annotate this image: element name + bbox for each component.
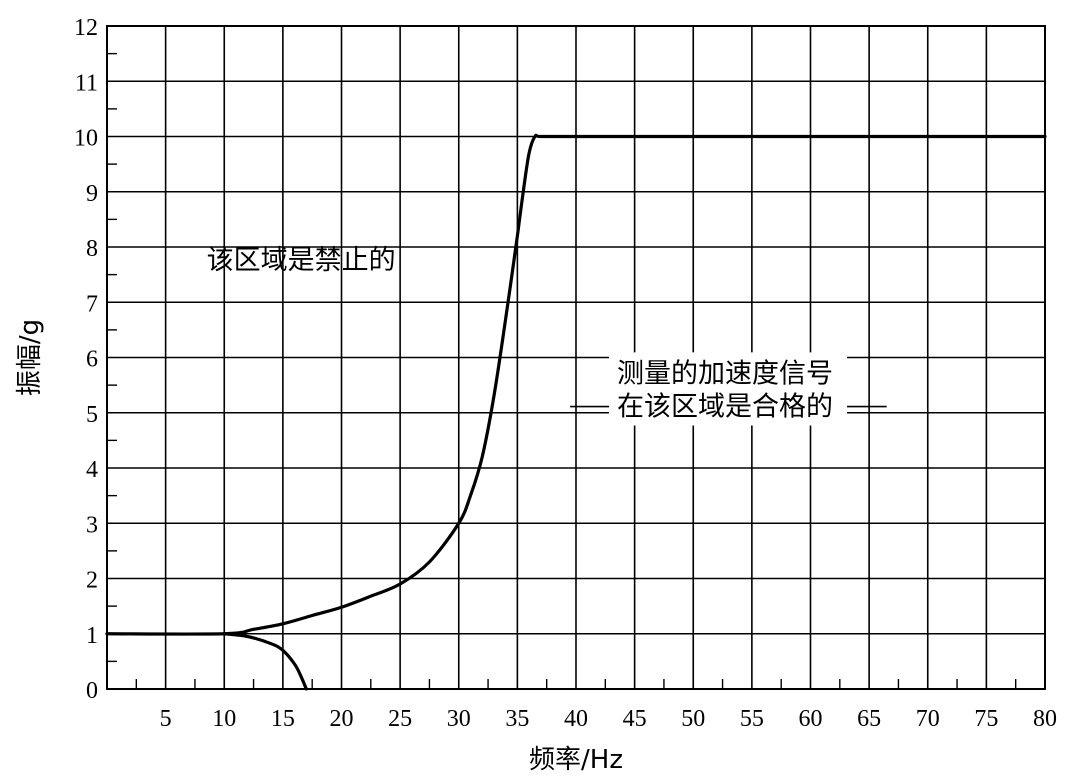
annotation-acceptable-region-line1: 测量的加速度信号 [617,358,833,389]
series-upper-limit-curve [105,133,1047,636]
x-tick-label: 20 [330,706,354,732]
x-tick-label: 25 [388,706,412,732]
x-tick-label: 65 [857,706,881,732]
y-tick-label: 3 [86,512,98,538]
y-tick-label: 4 [86,457,98,483]
y-tick-label: 10 [74,126,98,152]
y-tick-label: 5 [86,402,98,428]
annotations: 该区域是禁止的 测量的加速度信号 在该区域是合格的 [207,245,887,426]
x-tick-label: 35 [505,706,529,732]
x-tick-label: 50 [681,706,705,732]
y-tick-label: 8 [86,236,98,262]
x-tick-label: 45 [623,706,647,732]
x-tick-label: 75 [974,706,998,732]
y-tick-label: 12 [74,15,98,41]
plot-frame [106,25,1046,690]
y-tick-label: 1 [86,623,98,649]
annotation-background [609,352,848,426]
annotation-acceptable-region-line2: 在该区域是合格的 [617,392,833,423]
y-tick-label: 0 [86,678,98,704]
x-tick-label: 70 [916,706,940,732]
series [105,133,1047,691]
x-tick-label: 5 [160,706,172,732]
x-tick-label: 40 [564,706,588,732]
x-tick-labels: 5 10 15 20 25 30 35 40 45 50 55 60 65 70 75 80 [160,706,1057,732]
y-axis-title: 振幅/g [15,319,45,396]
y-tick-label: 11 [75,70,98,96]
minor-ticks [107,52,1017,689]
x-tick-label: 80 [1033,706,1057,732]
y-tick-label: 9 [86,181,98,207]
y-tick-label: 2 [86,568,98,594]
y-tick-label: 6 [86,347,98,373]
x-tick-label: 10 [212,706,236,732]
x-tick-label: 15 [271,706,295,732]
annotation-forbidden-region: 该区域是禁止的 [207,245,396,276]
x-tick-label: 30 [447,706,471,732]
y-tick-label: 7 [86,291,98,317]
grid [107,25,1046,690]
x-tick-label: 55 [740,706,764,732]
series-lower-limit-curve [222,632,308,691]
x-tick-label: 60 [799,706,823,732]
x-axis-title: 频率/Hz [529,745,623,775]
